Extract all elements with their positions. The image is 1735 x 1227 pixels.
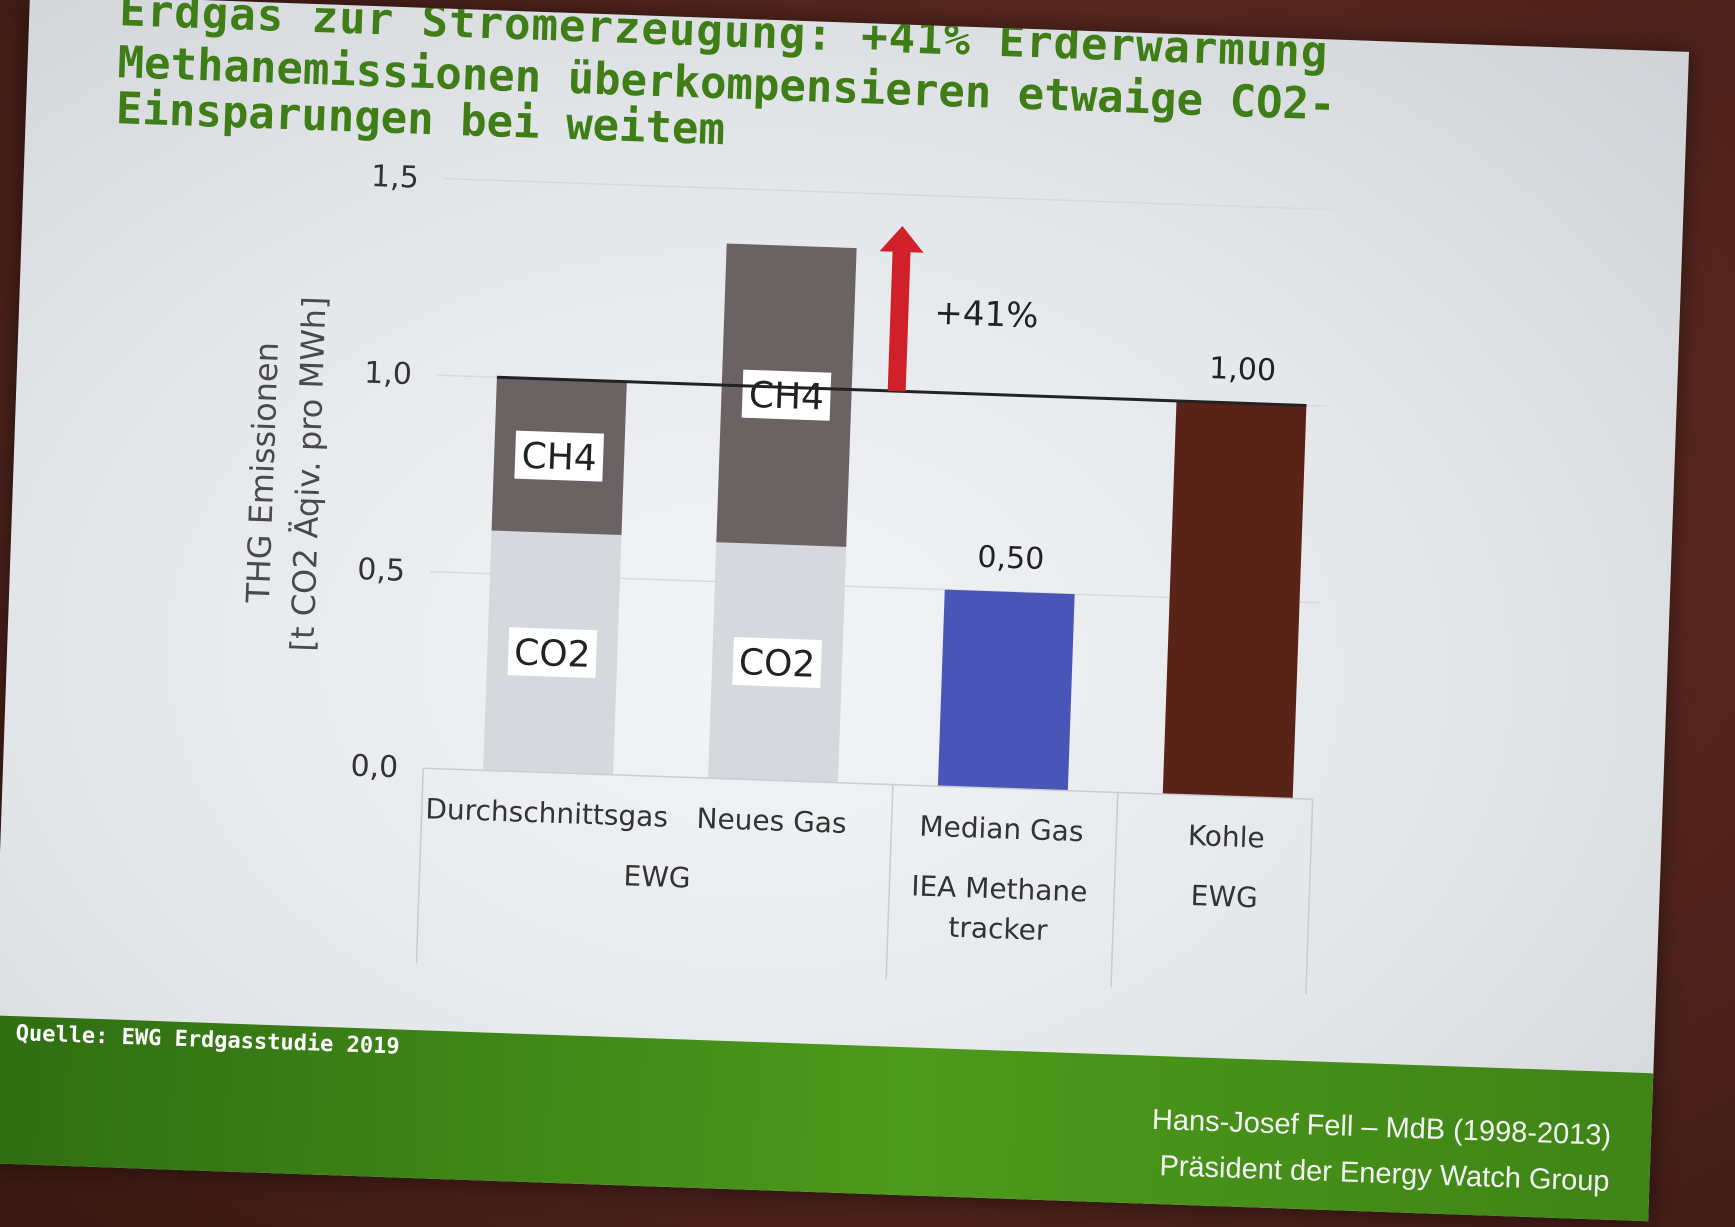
y-axis-label-line-2: [t CO2 Äqiv. pro MWh] — [283, 296, 333, 652]
category-table-divider-0 — [415, 768, 424, 964]
x-category-label-0: Durchschnittsgas — [425, 792, 669, 833]
segment-label-box-1-1 — [741, 369, 832, 421]
x-group-label-1-line-1: tracker — [948, 911, 1049, 947]
segment-label-0-0: CO2 — [513, 632, 591, 676]
increase-arrow-head — [879, 225, 924, 253]
category-table-divider-1 — [885, 784, 894, 980]
x-group-label-0-line-0: EWG — [623, 859, 691, 894]
x-category-label-2: Median Gas — [919, 810, 1084, 849]
bar-value-label-3: 1,00 — [1209, 351, 1277, 388]
author-role: Präsident der Energy Watch Group — [1158, 1150, 1611, 1198]
x-category-label-1: Neues Gas — [696, 802, 847, 840]
x-group-label-1-line-0: IEA Methane — [911, 869, 1088, 908]
source-note: Quelle: EWG Erdgasstudie 2019 — [15, 1021, 401, 1060]
x-group-label-2-line-0: EWG — [1190, 879, 1258, 914]
x-category-label-3: Kohle — [1187, 819, 1265, 855]
slide: Erdgas zur Stromerzeugung: +41% Erderwär… — [0, 0, 1689, 1222]
y-tick-label-3: 1,5 — [371, 159, 420, 196]
increase-annotation: +41% — [934, 293, 1039, 337]
gridline-3 — [443, 177, 1334, 211]
segment-label-1-1: CH4 — [748, 375, 825, 419]
bar-3-segment-0 — [1162, 400, 1307, 799]
segment-label-box-0-1 — [514, 430, 605, 482]
segment-label-box-0-0 — [507, 627, 598, 679]
y-tick-label-0: 0,0 — [350, 749, 399, 786]
category-table-divider-3 — [1305, 799, 1314, 995]
bar-2-segment-0 — [937, 589, 1075, 791]
bar-value-label-2: 0,50 — [977, 540, 1045, 577]
emissions-bar-chart: 0,0 0,5 1,0 1,5 THG Emissionen[t CO2 Äqiv. p… — [239, 159, 1334, 995]
category-table-top-border — [423, 767, 1313, 801]
y-tick-label-1: 0,5 — [357, 552, 406, 589]
author-name: Hans-Josef Fell – MdB (1998-2013) — [1151, 1103, 1612, 1152]
segment-label-0-1: CH4 — [521, 436, 598, 480]
category-table-divider-2 — [1110, 792, 1119, 988]
y-tick-label-2: 1,0 — [364, 356, 413, 393]
increase-arrow-shaft — [887, 249, 911, 392]
segment-label-box-1-0 — [732, 636, 822, 689]
segment-label-1-0: CO2 — [738, 642, 816, 686]
y-axis-label-line-1: THG Emissionen — [239, 341, 286, 604]
